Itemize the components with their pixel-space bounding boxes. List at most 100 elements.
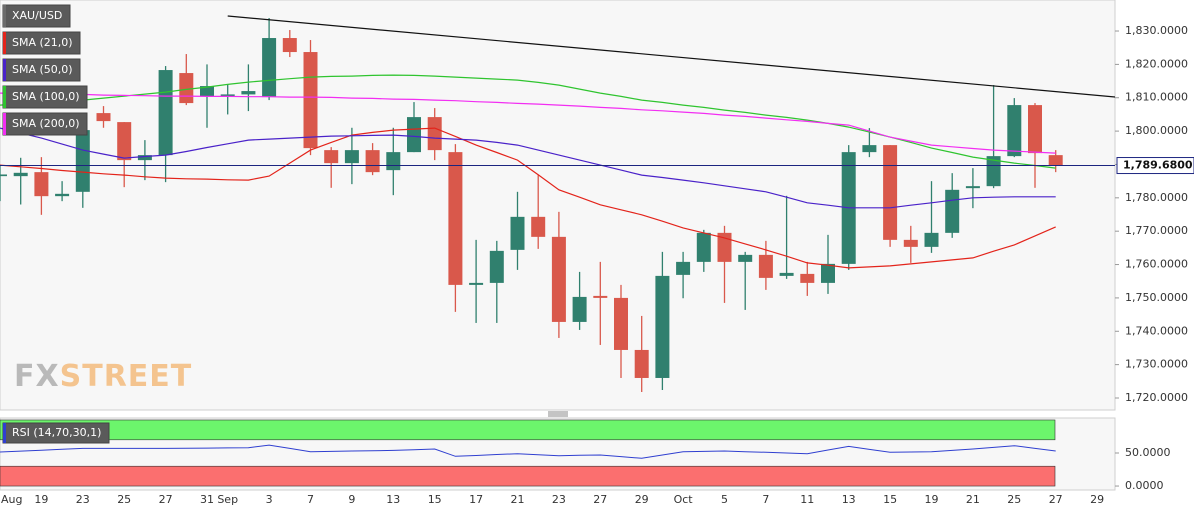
candle-body	[469, 282, 484, 285]
legend-item[interactable]: SMA (200,0)	[2, 112, 88, 136]
candle-body	[614, 297, 628, 350]
x-tick-label: 17	[469, 493, 483, 506]
candle-body	[696, 232, 711, 262]
legend-item[interactable]: SMA (50,0)	[2, 58, 81, 82]
x-tick-label: 13	[386, 493, 400, 506]
legend-swatch	[3, 32, 6, 54]
candle-body	[137, 155, 152, 161]
legend-label: RSI (14,70,30,1)	[12, 426, 101, 439]
candle-body	[1007, 105, 1022, 157]
candle-body	[1048, 155, 1063, 166]
y-tick-label: 1,830.0000	[1125, 24, 1188, 37]
legend-label: SMA (50,0)	[12, 63, 73, 76]
candle-body	[55, 193, 70, 197]
last-price-label: 1,789.6800	[1123, 159, 1193, 172]
candle-body	[344, 150, 359, 164]
x-tick-label: 23	[552, 493, 566, 506]
trendline	[227, 15, 1115, 98]
y-tick-label: 1,720.0000	[1125, 391, 1188, 404]
y-tick-label: 50.0000	[1125, 446, 1171, 459]
rsi-band	[0, 419, 1056, 441]
y-tick-label: 1,760.0000	[1125, 258, 1188, 271]
legend-swatch	[3, 59, 6, 81]
x-tick-label: 29	[1090, 493, 1104, 506]
legend: XAU/USD SMA (21,0) SMA (50,0) SMA (100,0) SM…	[2, 4, 110, 444]
candle-body	[282, 38, 297, 53]
candle-body	[1028, 105, 1042, 154]
y-tick-label: 1,820.0000	[1125, 57, 1188, 70]
main-marks	[0, 15, 1115, 392]
candle-body	[158, 70, 173, 156]
candle-body	[117, 122, 132, 161]
candle-body	[303, 52, 318, 149]
rsi-legend[interactable]: RSI (14,70,30,1)	[2, 422, 110, 444]
x-tick-label: 15	[428, 493, 442, 506]
candle-body	[0, 174, 7, 177]
x-tick-label: 3	[266, 493, 273, 506]
candle-body	[676, 261, 691, 275]
line	[0, 127, 1056, 209]
candle-body	[427, 117, 442, 151]
candle-body	[262, 38, 277, 98]
candle-body	[386, 152, 401, 171]
legend-item[interactable]: SMA (100,0)	[2, 85, 88, 109]
legend-swatch	[3, 86, 6, 108]
candle-body	[551, 236, 566, 322]
x-tick-label: 19	[34, 493, 48, 506]
legend-label: SMA (100,0)	[12, 90, 80, 103]
candle-body	[510, 216, 525, 250]
candle-body	[862, 145, 877, 153]
legend-label: XAU/USD	[12, 9, 62, 22]
legend-swatch	[3, 113, 6, 135]
candle-body	[531, 216, 546, 237]
legend-label: SMA (200,0)	[12, 117, 80, 130]
x-tick-label: 7	[307, 493, 314, 506]
candle-body	[903, 239, 918, 247]
candle-body	[883, 145, 898, 240]
x-tick-label: Sep	[217, 493, 238, 506]
candle-body	[34, 172, 49, 197]
candle-body	[365, 150, 380, 173]
candle-body	[220, 94, 235, 97]
x-tick-label: 23	[76, 493, 90, 506]
line	[0, 444, 1056, 459]
candle-body	[986, 156, 1001, 187]
x-tick-label: 7	[762, 493, 769, 506]
x-tick-label: 19	[925, 493, 939, 506]
y-tick-label: 1,730.0000	[1125, 358, 1188, 371]
x-tick-label: 13	[842, 493, 856, 506]
candle-body	[407, 117, 421, 153]
line	[0, 127, 1056, 269]
y-tick-label: 1,750.0000	[1125, 291, 1188, 304]
y-tick-label: 1,740.0000	[1125, 324, 1188, 337]
line	[0, 92, 1056, 154]
x-tick-label: 27	[159, 493, 173, 506]
legend-item[interactable]: XAU/USD	[2, 4, 71, 28]
candle-body	[800, 273, 815, 283]
x-tick-label: 5	[721, 493, 728, 506]
legend-label: SMA (21,0)	[12, 36, 73, 49]
x-tick-label: 31	[200, 493, 214, 506]
candle-body	[179, 73, 194, 104]
candle-body	[634, 349, 649, 378]
rsi-band	[0, 465, 1056, 487]
watermark-fx: FX	[14, 359, 60, 394]
candle-body	[75, 130, 90, 192]
legend-swatch	[3, 423, 6, 443]
x-tick-label: 21	[511, 493, 525, 506]
candle-body	[945, 189, 960, 233]
candle-body	[965, 186, 980, 189]
x-tick-label: 27	[1049, 493, 1063, 506]
splitter[interactable]	[548, 411, 568, 417]
candle-body	[489, 250, 504, 283]
watermark: FXSTREET	[14, 359, 192, 394]
x-tick-label: 25	[1007, 493, 1021, 506]
candle-body	[324, 150, 339, 164]
legend-item[interactable]: SMA (21,0)	[2, 31, 81, 55]
candle-body	[241, 91, 256, 95]
watermark-street: STREET	[60, 359, 193, 394]
candle-body	[717, 232, 732, 262]
x-tick-label: 25	[117, 493, 131, 506]
x-tick-label: Aug	[1, 493, 22, 506]
